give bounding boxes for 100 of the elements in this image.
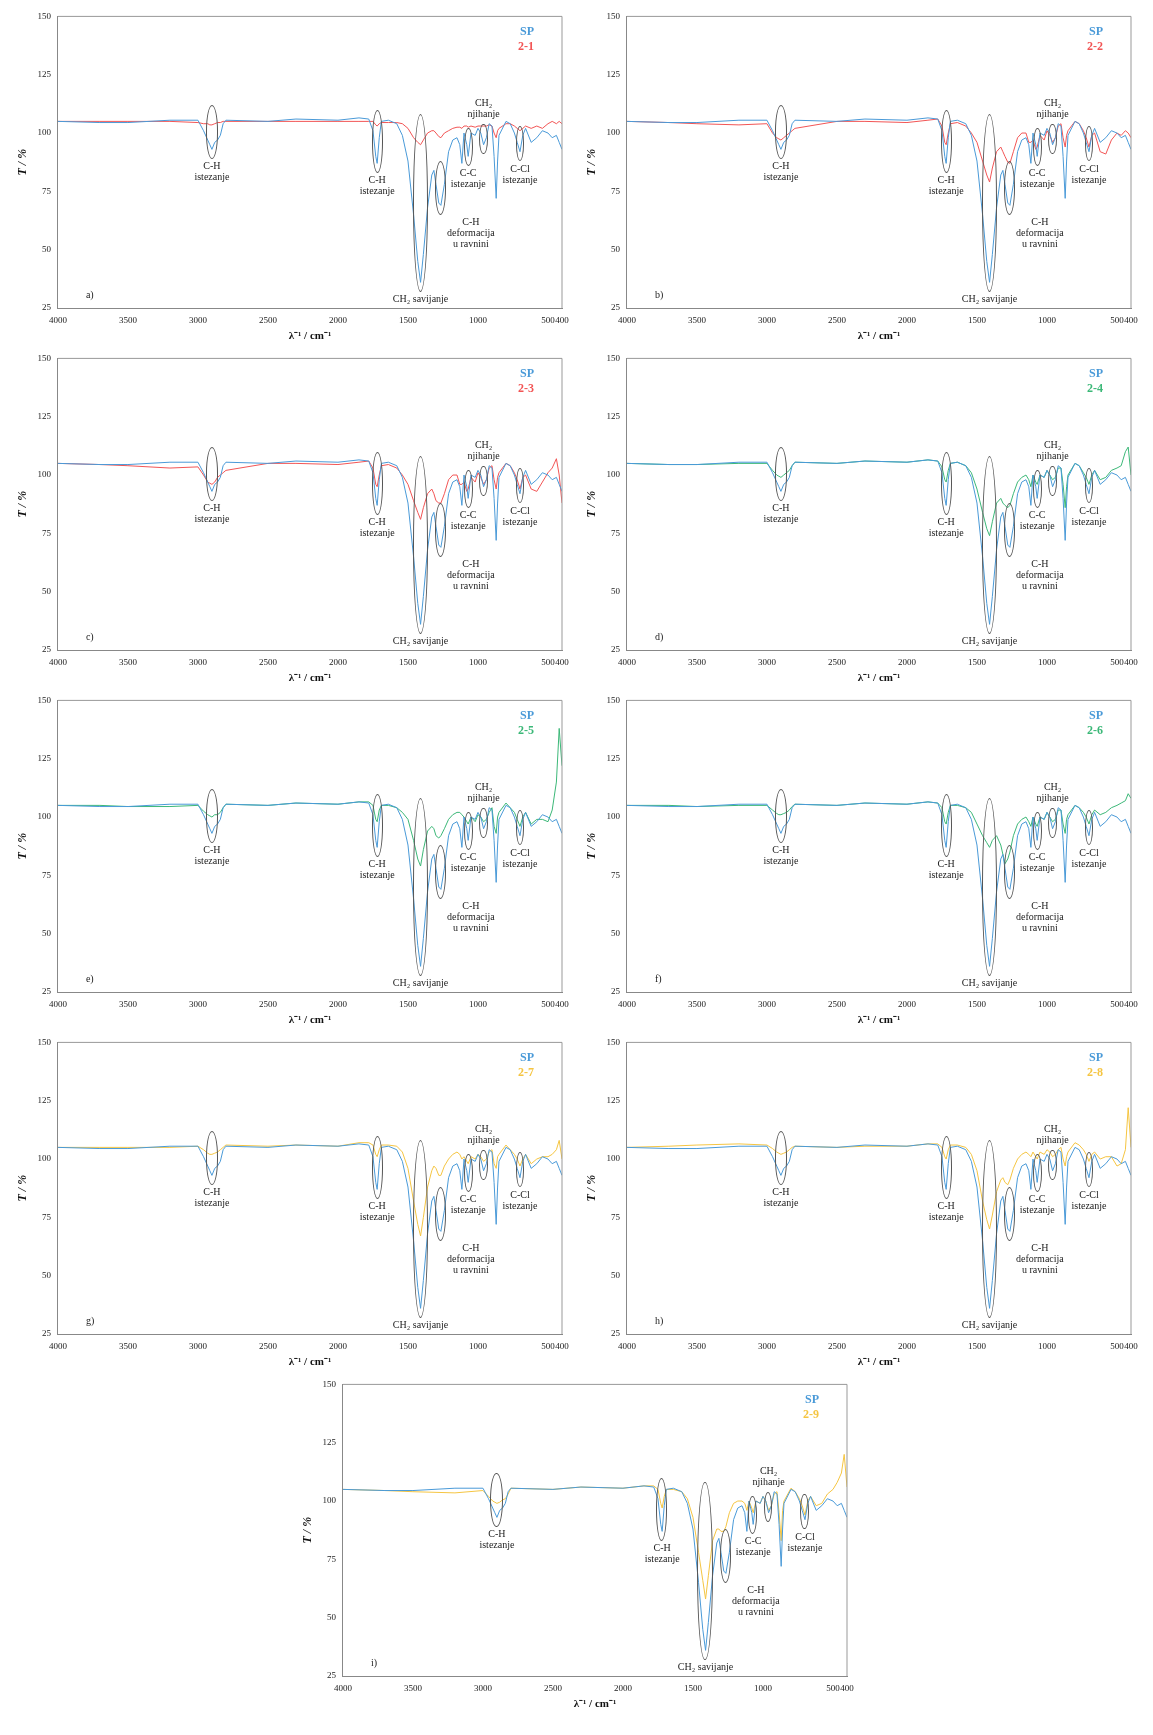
y-axis-title: T / % — [584, 490, 599, 518]
annotation: C-Cl istezanje — [787, 1530, 823, 1553]
y-tick-label: 100 — [606, 469, 621, 480]
annotation: C-Cl istezanje — [502, 1188, 539, 1211]
y-tick-label: 125 — [321, 1437, 336, 1448]
x-tick-label: 400 — [1124, 1340, 1139, 1351]
x-axis-title: λ⁻¹ / cm⁻¹ — [857, 329, 901, 342]
annotation: C-C istezanje — [450, 1193, 487, 1216]
annotation: CH₂ savijanje — [961, 293, 1018, 305]
x-tick-label: 1500 — [398, 314, 418, 325]
x-tick-label: 2500 — [258, 998, 278, 1009]
text: 2-5 — [518, 723, 534, 738]
y-tick-label: 75 — [41, 527, 52, 538]
x-tick-label: 1500 — [967, 314, 987, 325]
x-tick-label: 2000 — [328, 656, 348, 667]
annotation: C-H istezanje — [763, 844, 799, 867]
annotation: C-H deformacija u ravnini — [731, 1584, 780, 1618]
y-tick-label: 125 — [37, 753, 52, 764]
x-tick-label: 1000 — [753, 1682, 772, 1693]
annotation: CH₂ savijanje — [392, 977, 449, 989]
x-tick-label: 2500 — [827, 1340, 847, 1351]
x-tick-label: 2000 — [897, 656, 917, 667]
x-tick-label: 3500 — [118, 998, 138, 1009]
x-tick-label: 400 — [555, 656, 570, 667]
annotation: C-Cl istezanje — [502, 162, 539, 185]
y-tick-label: 75 — [41, 185, 52, 196]
annotation: C-H istezanje — [359, 1200, 396, 1223]
annotation: CH₂ njihanje — [467, 439, 501, 462]
annotation: CH₂ savijanje — [961, 635, 1018, 647]
annotation: C-H deformacija u ravnini — [1016, 1242, 1065, 1276]
annotation: C-Cl istezanje — [502, 846, 539, 869]
x-tick-label: 3000 — [188, 314, 208, 325]
x-tick-label: 2500 — [258, 656, 278, 667]
annotation: C-H deformacija u ravnini — [447, 558, 496, 592]
x-tick-label: 3000 — [757, 1340, 777, 1351]
x-tick-label: 4000 — [617, 656, 637, 667]
x-tick-label: 1500 — [683, 1682, 702, 1693]
x-axis-title: λ⁻¹ / cm⁻¹ — [857, 671, 901, 684]
annotation: C-C istezanje — [735, 1535, 771, 1558]
y-tick-label: 50 — [41, 1270, 52, 1281]
x-tick-label: 1500 — [967, 998, 987, 1009]
text: SP — [1088, 708, 1103, 723]
x-tick-label: 1500 — [398, 1340, 418, 1351]
x-tick-label: 400 — [1124, 656, 1139, 667]
x-tick-label: 2000 — [328, 998, 348, 1009]
x-tick-label: 500 — [1110, 656, 1125, 667]
annotation: CH₂ savijanje — [392, 1319, 449, 1331]
y-tick-label: 100 — [606, 127, 621, 138]
annotation: C-Cl istezanje — [1071, 162, 1108, 185]
x-axis-title: λ⁻¹ / cm⁻¹ — [857, 1013, 901, 1026]
x-tick-label: 3000 — [188, 656, 208, 667]
text: SP — [1088, 1050, 1103, 1065]
y-tick-label: 50 — [610, 244, 621, 255]
x-tick-label: 4000 — [48, 656, 68, 667]
y-tick-label: 125 — [606, 69, 621, 80]
x-tick-label: 2000 — [897, 998, 917, 1009]
x-tick-label: 500 — [1110, 1340, 1125, 1351]
x-tick-label: 3000 — [757, 998, 777, 1009]
x-tick-label: 1000 — [468, 656, 488, 667]
x-tick-label: 1000 — [1037, 998, 1057, 1009]
y-tick-label: 50 — [41, 244, 52, 255]
x-tick-label: 1000 — [468, 314, 488, 325]
y-tick-label: 150 — [606, 1036, 621, 1047]
annotation: b) — [654, 288, 664, 301]
annotation: C-C istezanje — [1019, 1193, 1056, 1216]
text: 2-4 — [1087, 381, 1103, 396]
annotation: C-C istezanje — [450, 167, 487, 190]
y-tick-label: 50 — [610, 928, 621, 939]
y-tick-label: 100 — [37, 469, 52, 480]
y-tick-label: 125 — [37, 69, 52, 80]
annotation: C-H deformacija u ravnini — [1016, 558, 1065, 592]
annotation: C-Cl istezanje — [1071, 504, 1108, 527]
y-tick-label: 100 — [37, 811, 52, 822]
y-tick-label: 75 — [610, 1211, 621, 1222]
x-tick-label: 3500 — [687, 1340, 707, 1351]
annotation: C-H deformacija u ravnini — [447, 1242, 496, 1276]
annotation: C-H istezanje — [763, 502, 799, 525]
x-tick-label: 2500 — [543, 1682, 562, 1693]
y-tick-label: 150 — [37, 694, 52, 705]
annotation: C-H istezanje — [194, 160, 230, 183]
x-tick-label: 500 — [541, 1340, 556, 1351]
y-tick-label: 50 — [326, 1612, 336, 1623]
x-axis-title: λ⁻¹ / cm⁻¹ — [573, 1697, 616, 1710]
x-tick-label: 400 — [839, 1682, 854, 1693]
y-tick-label: 25 — [41, 302, 52, 313]
x-tick-label: 3500 — [687, 998, 707, 1009]
text: 2-9 — [802, 1407, 819, 1422]
annotation: C-H istezanje — [928, 1200, 965, 1223]
text: SP — [1088, 366, 1103, 381]
y-tick-label: 150 — [606, 352, 621, 363]
x-tick-label: 4000 — [48, 314, 68, 325]
x-tick-label: 2500 — [827, 656, 847, 667]
text: 2-6 — [1087, 723, 1103, 738]
x-tick-label: 400 — [1124, 314, 1139, 325]
annotation: C-H istezanje — [763, 160, 799, 183]
annotation: a) — [85, 288, 94, 301]
x-tick-label: 1500 — [398, 998, 418, 1009]
y-tick-label: 100 — [37, 127, 52, 138]
x-tick-label: 4000 — [48, 1340, 68, 1351]
x-tick-label: 3500 — [403, 1682, 422, 1693]
